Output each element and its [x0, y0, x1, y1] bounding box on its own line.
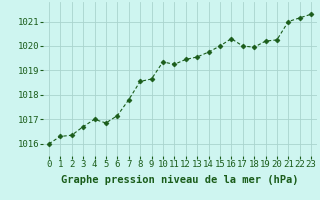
X-axis label: Graphe pression niveau de la mer (hPa): Graphe pression niveau de la mer (hPa): [61, 175, 299, 185]
